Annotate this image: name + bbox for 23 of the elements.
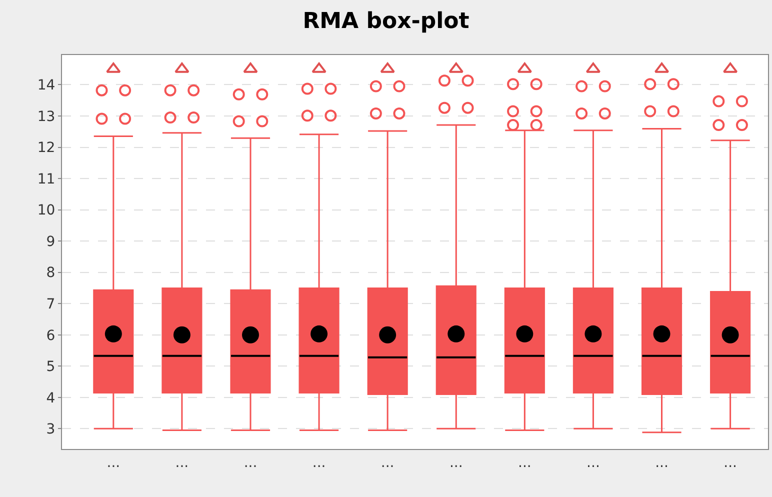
y-tick-label: 13 — [37, 108, 56, 125]
y-tick-label: 14 — [37, 78, 56, 94]
y-tick-label: 10 — [37, 202, 56, 219]
y-tick-label: 9 — [46, 234, 56, 250]
y-tick-label: 3 — [46, 422, 56, 438]
x-tick-label: ... — [449, 454, 463, 471]
y-tick-label: 11 — [37, 171, 56, 188]
y-tick-label: 5 — [46, 359, 56, 376]
x-tick-label: ... — [244, 454, 258, 471]
x-tick-label: ... — [518, 454, 532, 471]
x-tick-label: ... — [724, 454, 737, 471]
x-tick-label: ... — [586, 454, 600, 471]
x-tick-label: ... — [312, 454, 326, 471]
x-tick-label: ... — [380, 454, 394, 471]
y-tick-label: 12 — [37, 140, 56, 156]
y-tick-label: 8 — [46, 265, 56, 282]
x-tick-label: ... — [106, 454, 120, 471]
y-tick-label: 4 — [46, 390, 56, 406]
x-tick-label: ... — [175, 454, 189, 471]
x-tick-label: ... — [655, 454, 668, 471]
y-tick-label: 7 — [46, 296, 56, 312]
chart-title: RMA box-plot — [302, 8, 470, 34]
y-tick-label: 6 — [46, 328, 56, 344]
